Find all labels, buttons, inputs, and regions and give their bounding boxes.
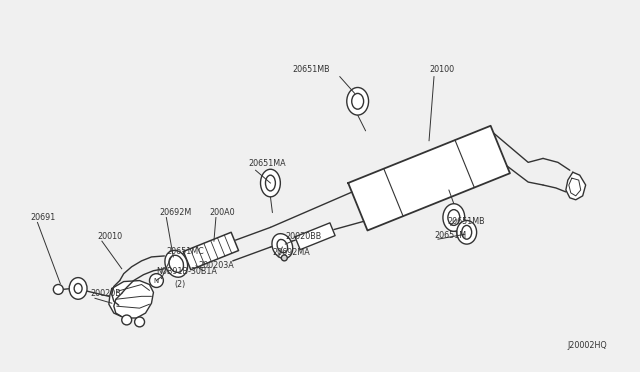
Polygon shape — [183, 232, 239, 270]
Ellipse shape — [272, 234, 292, 259]
Polygon shape — [348, 126, 510, 231]
Text: J20002HQ: J20002HQ — [568, 341, 607, 350]
Ellipse shape — [169, 255, 184, 272]
Text: 20020B: 20020B — [90, 289, 121, 298]
Ellipse shape — [347, 87, 369, 115]
Text: 20651MB: 20651MB — [292, 65, 330, 74]
Ellipse shape — [150, 274, 163, 288]
Text: 20651MA: 20651MA — [248, 159, 286, 168]
Text: (2): (2) — [174, 280, 186, 289]
Text: 200203A: 200203A — [198, 261, 234, 270]
Ellipse shape — [352, 93, 364, 109]
Ellipse shape — [277, 240, 287, 253]
Ellipse shape — [165, 250, 188, 277]
Ellipse shape — [448, 210, 460, 225]
Ellipse shape — [443, 204, 465, 231]
Text: 20100: 20100 — [429, 65, 454, 74]
Text: N: N — [154, 278, 159, 283]
Polygon shape — [295, 223, 335, 250]
Ellipse shape — [74, 283, 82, 294]
Ellipse shape — [282, 255, 287, 261]
Text: 200A0: 200A0 — [209, 208, 235, 217]
Text: 20651M: 20651M — [434, 231, 466, 240]
Ellipse shape — [122, 315, 132, 325]
Text: 20010: 20010 — [97, 232, 122, 241]
Text: 20692MA: 20692MA — [273, 248, 310, 257]
Ellipse shape — [260, 169, 280, 197]
Text: 20651MC: 20651MC — [166, 247, 204, 257]
Text: 20692M: 20692M — [159, 208, 191, 217]
Ellipse shape — [69, 278, 87, 299]
Text: 20020BB: 20020BB — [285, 232, 321, 241]
Ellipse shape — [457, 221, 477, 244]
Polygon shape — [566, 172, 586, 200]
Ellipse shape — [461, 225, 472, 239]
Text: 20651MB: 20651MB — [447, 217, 484, 226]
Text: 20691: 20691 — [31, 213, 56, 222]
Text: N0B91B-30B1A: N0B91B-30B1A — [156, 267, 218, 276]
Polygon shape — [109, 280, 154, 318]
Ellipse shape — [53, 285, 63, 294]
Ellipse shape — [266, 175, 275, 191]
Ellipse shape — [134, 317, 145, 327]
